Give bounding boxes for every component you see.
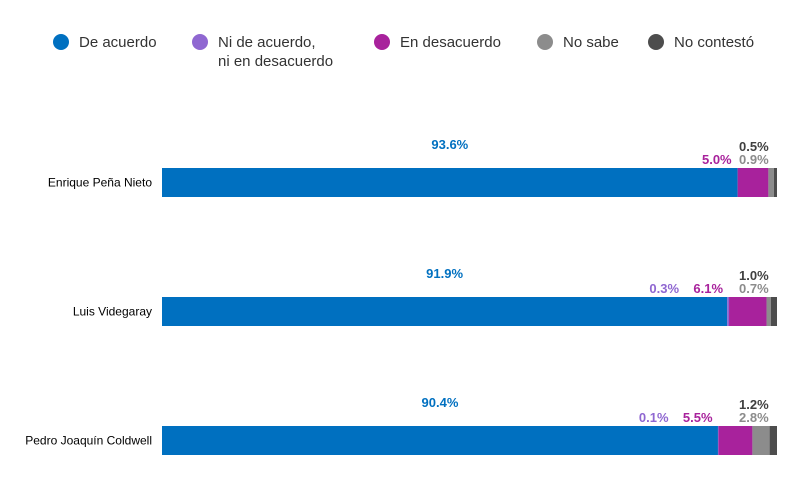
bar-segment [769,426,777,455]
legend: De acuerdo Ni de acuerdo, ni en desacuerdo… [53,34,754,70]
bar-segment [727,297,730,326]
category-label: Pedro Joaquín Coldwell [25,434,152,448]
legend-label-line: Ni de acuerdo, [218,34,316,51]
data-label: 2.8% [739,410,769,425]
bar-row: Pedro Joaquín Coldwell 90.4% 5.5% 0.1% 1.2%2… [25,395,777,455]
data-label: 93.6% [431,137,468,152]
legend-item: En desacuerdo [374,34,501,51]
data-label: 6.1% [693,281,723,296]
legend-marker [374,34,390,50]
data-label: 0.3% [649,281,679,296]
legend-marker [537,34,553,50]
legend-marker [648,34,664,50]
bar-segment [162,297,728,326]
bar-segment [162,426,718,455]
data-label: 1.0% [739,268,769,283]
bar-segment [770,297,777,326]
bar-segment [737,168,769,197]
legend-marker [53,34,69,50]
category-label: Luis Videgaray [73,305,152,319]
data-label: 91.9% [426,266,463,281]
bar-segment [768,168,774,197]
legend-marker [192,34,208,50]
data-label: 0.9% [739,152,769,167]
bar-segment [717,426,719,455]
data-label: 5.0% [702,152,732,167]
data-label: 0.5% [739,139,769,154]
legend-label: Ni de acuerdo, ni en desacuerdo [218,34,333,70]
legend-item: No sabe [537,34,619,51]
bar-row: Luis Videgaray 91.9% 6.1% 0.3% 1.0%0.7% [73,266,777,326]
bar-segment [752,426,770,455]
category-label: Enrique Peña Nieto [48,176,152,190]
bar-segment [766,297,771,326]
legend-item: De acuerdo [53,34,157,51]
data-label: 5.5% [683,410,713,425]
data-label: 90.4% [422,395,459,410]
data-label: 1.2% [739,397,769,412]
legend-label: No contestó [674,34,754,51]
bar-segment [773,168,777,197]
data-label: 0.7% [739,281,769,296]
bar-segment [729,297,767,326]
legend-item: No contestó [648,34,754,51]
bar-segment [718,426,753,455]
legend-label-line: ni en desacuerdo [218,53,333,70]
data-label: 0.1% [639,410,669,425]
bar-row: Enrique Peña Nieto 93.6% 5.0% 0.5%0.9% [48,137,777,197]
legend-label: En desacuerdo [400,34,501,51]
legend-label: No sabe [563,34,619,51]
legend-label: De acuerdo [79,34,157,51]
bar-segment [162,168,738,197]
legend-item: Ni de acuerdo, ni en desacuerdo [192,34,333,70]
